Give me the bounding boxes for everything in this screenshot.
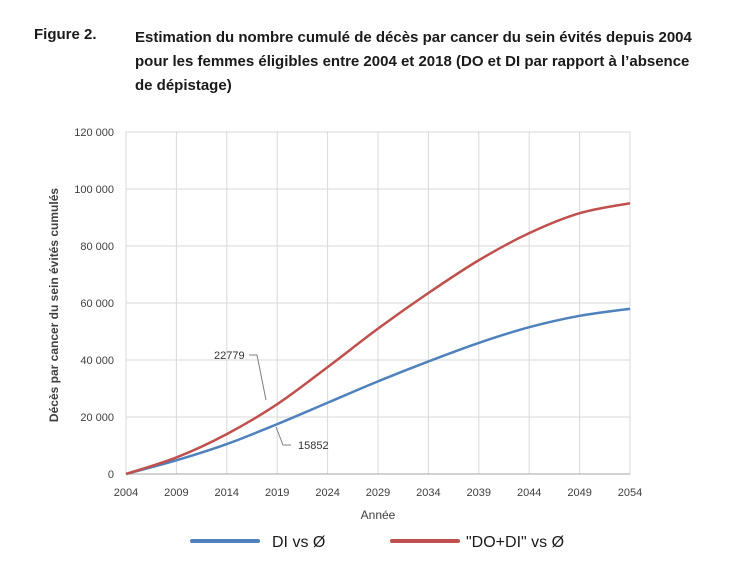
x-tick-label: 2004: [114, 487, 138, 499]
y-tick-label: 100 000: [74, 184, 114, 196]
series-line-di: [125, 307, 631, 476]
y-tick-label: 20 000: [80, 412, 114, 424]
annotation-label: 22779: [214, 350, 245, 362]
x-tick-label: 2034: [416, 487, 440, 499]
figure-label: Figure 2.: [34, 26, 97, 43]
x-tick-label: 2014: [215, 487, 239, 499]
y-tick-label: 120 000: [74, 127, 114, 139]
figure-title: Estimation du nombre cumulé de décès par…: [135, 29, 692, 94]
annotation-leader: [275, 426, 291, 446]
y-tick-label: 80 000: [80, 241, 114, 253]
y-axis-title: Décès par cancer du sein évités cumulés: [47, 188, 61, 422]
annotation-leader: [249, 354, 267, 401]
annotation-label: 15852: [298, 440, 329, 452]
x-tick-label: 2019: [265, 487, 289, 499]
legend-label: "DO+DI" vs Ø: [466, 534, 564, 551]
x-axis-title: Année: [361, 508, 396, 522]
x-tick-label: 2054: [618, 487, 642, 499]
x-tick-label: 2024: [315, 487, 339, 499]
legend-label: DI vs Ø: [272, 534, 325, 551]
y-tick-label: 0: [108, 469, 114, 481]
x-tick-label: 2029: [366, 487, 390, 499]
y-tick-label: 40 000: [80, 355, 114, 367]
y-tick-label: 60 000: [80, 298, 114, 310]
x-tick-label: 2039: [467, 487, 491, 499]
x-tick-label: 2009: [164, 487, 188, 499]
series-line-do-di: [125, 202, 631, 476]
x-tick-label: 2044: [517, 487, 541, 499]
x-tick-label: 2049: [567, 487, 591, 499]
